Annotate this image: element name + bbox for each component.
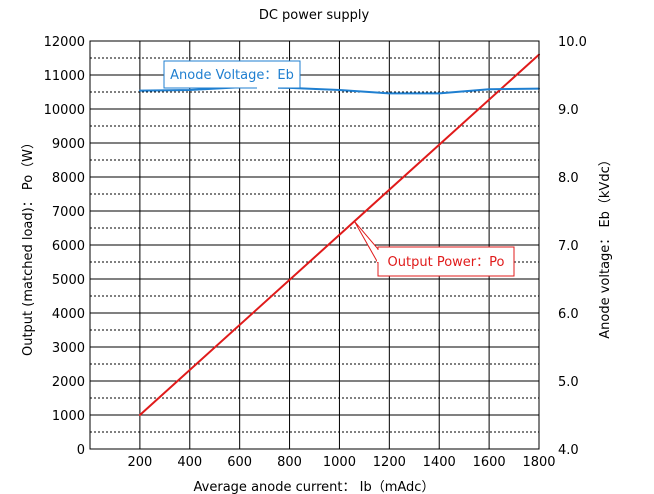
right-y-tick-label: 4.0 xyxy=(558,443,579,458)
left-y-tick-label: 9000 xyxy=(52,137,85,152)
left-y-tick-label: 0 xyxy=(77,443,85,458)
x-tick-label: 1200 xyxy=(373,455,406,470)
x-tick-label: 1800 xyxy=(522,455,555,470)
plot-border xyxy=(89,40,540,450)
right-y-tick-labels: 4.0 5.0 6.0 7.0 8.0 9.0 10.0 xyxy=(558,35,587,458)
left-y-tick-label: 5000 xyxy=(52,273,85,288)
left-y-tick-labels: 0 1000 2000 3000 4000 5000 6000 7000 8000 9000 100… xyxy=(44,35,85,458)
x-axis-title: Average anode current： Ib（mAdc） xyxy=(194,480,435,494)
left-y-tick-label: 7000 xyxy=(52,205,85,220)
left-y-tick-label: 8000 xyxy=(52,171,85,186)
x-tick-label: 1600 xyxy=(473,455,506,470)
output-power-callout-box xyxy=(377,246,515,277)
left-y-tick-label: 11000 xyxy=(44,69,85,84)
left-y-tick-label: 10000 xyxy=(44,103,85,118)
grid xyxy=(90,40,540,450)
anode-voltage-callout-label: Anode Voltage：Eb xyxy=(170,68,294,83)
series-line-anode-voltage xyxy=(138,86,540,95)
x-tick-label: 800 xyxy=(277,455,302,470)
right-y-tick-label: 7.0 xyxy=(558,239,579,254)
plot-frame xyxy=(89,40,540,450)
left-y-tick-label: 6000 xyxy=(52,239,85,254)
x-tick-label: 600 xyxy=(227,455,252,470)
left-y-tick-label: 3000 xyxy=(52,341,85,356)
right-y-tick-label: 9.0 xyxy=(558,103,579,118)
anode-voltage-callout-box xyxy=(163,60,301,89)
left-y-tick-label: 4000 xyxy=(52,307,85,322)
right-y-tick-label: 6.0 xyxy=(558,307,579,322)
chart-title: DC power supply xyxy=(259,8,370,23)
x-tick-label: 1400 xyxy=(423,455,456,470)
x-tick-label: 1000 xyxy=(323,455,356,470)
callouts: Anode Voltage：Eb Output Power：Po xyxy=(163,60,515,277)
left-y-tick-label: 2000 xyxy=(52,375,85,390)
output-power-callout-label: Output Power：Po xyxy=(388,255,505,270)
series-line-output-power xyxy=(138,53,540,416)
x-tick-label: 400 xyxy=(177,455,202,470)
left-y-tick-label: 12000 xyxy=(44,35,85,50)
x-tick-labels: 200 400 600 800 1000 1200 1400 1600 1800 xyxy=(127,455,555,470)
right-y-tick-label: 8.0 xyxy=(558,171,579,186)
left-y-tick-label: 1000 xyxy=(52,409,85,424)
x-tick-label: 200 xyxy=(127,455,152,470)
right-y-tick-label: 10.0 xyxy=(558,35,587,50)
right-y-tick-label: 5.0 xyxy=(558,375,579,390)
series-layer xyxy=(138,53,540,416)
right-y-axis-title: Anode voltage： Eb（kVdc） xyxy=(598,153,613,338)
left-y-axis-title: Output (matched load)： Po（W） xyxy=(21,136,36,356)
